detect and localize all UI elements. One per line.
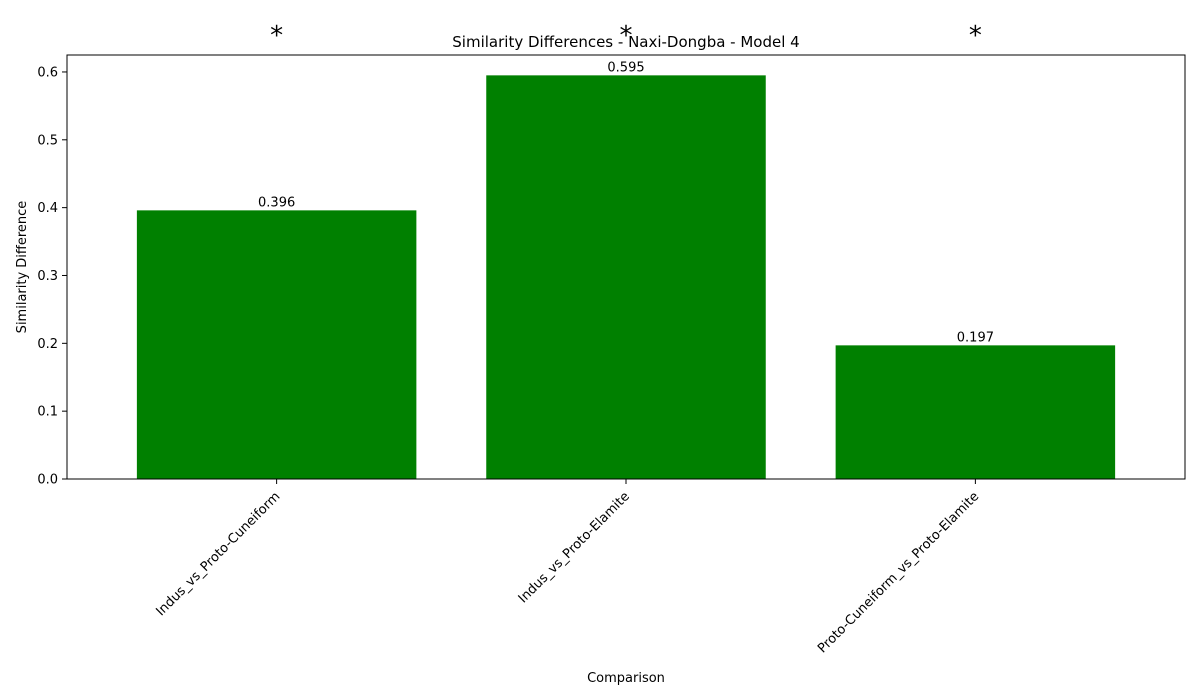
y-tick-label: 0.2	[37, 337, 58, 352]
bar	[486, 75, 766, 480]
significance-markers-group: * * *	[270, 21, 982, 51]
significance-marker: *	[620, 21, 633, 51]
bar-value-label: 0.197	[957, 330, 994, 345]
bar	[136, 210, 417, 479]
y-tick-label: 0.6	[37, 65, 58, 80]
plot-frame	[66, 54, 1186, 480]
y-tick-label: 0.5	[37, 133, 58, 148]
bars-group	[136, 75, 1116, 480]
x-axis-label: Comparison	[587, 671, 665, 686]
y-axis-label: Similarity Difference	[15, 201, 30, 334]
y-tick-label: 0.3	[37, 269, 58, 284]
y-tick-label: 0.4	[37, 201, 58, 216]
bar	[835, 345, 1116, 479]
bar-value-label: 0.595	[607, 60, 644, 75]
y-tick-label: 0.1	[37, 405, 58, 420]
y-axis: 0.0 0.1 0.2 0.3 0.4 0.5 0.6	[37, 65, 67, 488]
significance-marker: *	[969, 21, 982, 51]
chart-title: Similarity Differences - Naxi-Dongba - M…	[452, 33, 799, 51]
bar-value-label: 0.396	[258, 195, 295, 210]
y-tick-label: 0.0	[37, 473, 58, 488]
value-labels-group: 0.396 0.595 0.197	[258, 60, 994, 345]
significance-marker: *	[270, 21, 283, 51]
